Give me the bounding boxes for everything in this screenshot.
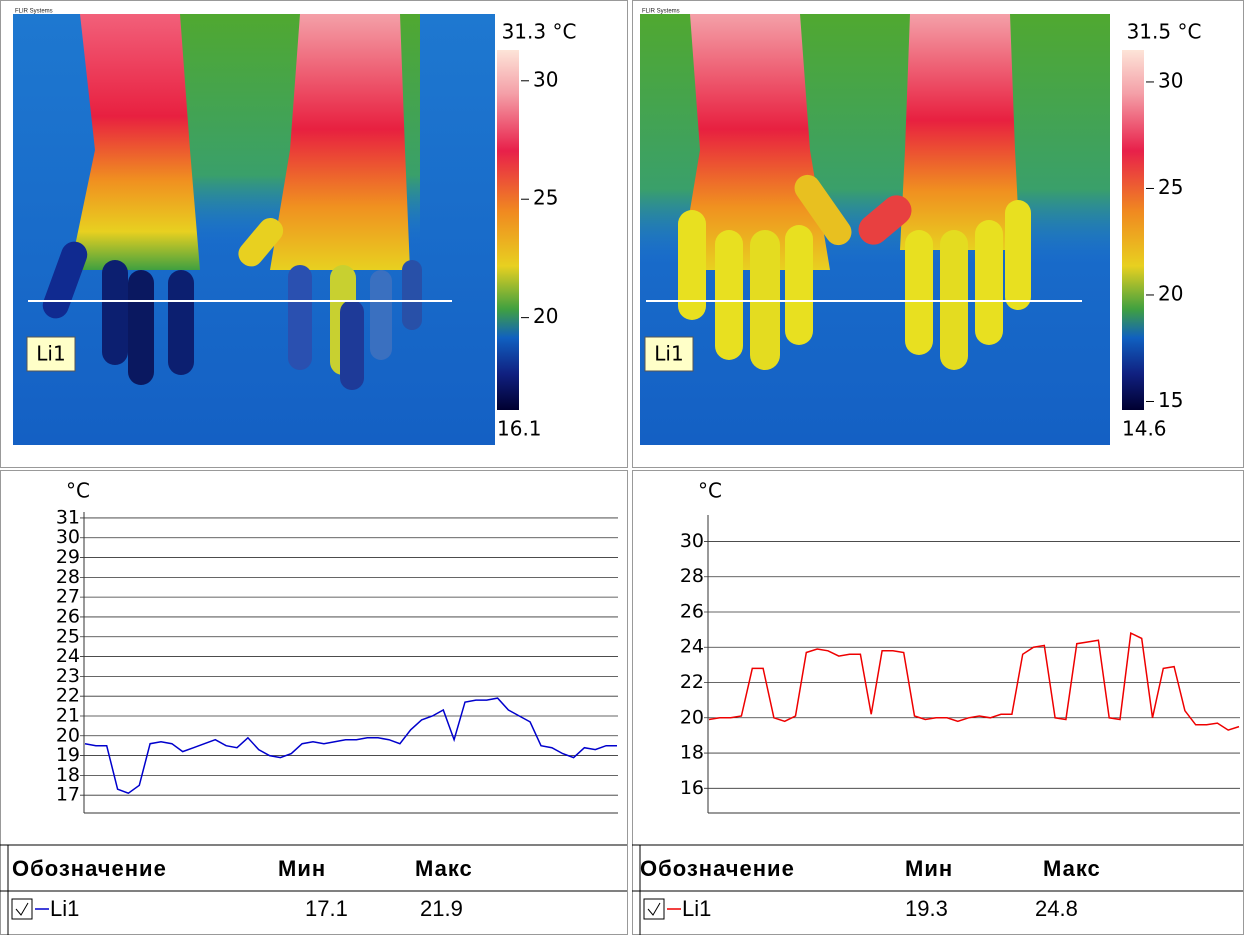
scale-min: 14.6	[1122, 417, 1167, 441]
y-tick-label: 19	[56, 744, 80, 766]
series-name: Li1	[50, 896, 79, 921]
y-tick-label: 20	[56, 724, 80, 746]
table-cell: 21.9	[420, 896, 463, 921]
table-header: Мин	[905, 856, 953, 881]
y-tick-label: 18	[680, 742, 704, 764]
scale-tick-label: 15	[1158, 388, 1183, 412]
y-tick-label: 24	[680, 636, 704, 658]
brand-label: FLIR Systems	[642, 9, 680, 15]
y-tick-label: 25	[56, 625, 80, 647]
y-tick-label: 18	[56, 764, 80, 786]
y-tick-label: 26	[56, 605, 80, 627]
y-tick-label: 17	[56, 784, 80, 806]
scale-tick-label: 20	[533, 304, 558, 328]
y-tick-label: 20	[680, 706, 704, 728]
line-label-box	[26, 336, 76, 372]
scale-tick-label: 20	[1158, 281, 1183, 305]
scale-max: 31.5 °C	[1127, 20, 1202, 44]
thermal-image-left	[13, 14, 495, 445]
check-mark	[15, 902, 29, 916]
scale-max: 31.3 °C	[502, 20, 577, 44]
table-header: Обозначение	[12, 856, 167, 881]
table-header: Макс	[1043, 856, 1101, 881]
y-axis-label: °C	[698, 479, 722, 503]
table-cell: 17.1	[305, 896, 348, 921]
scale-tick-label: 25	[1158, 175, 1183, 199]
table-header: Мин	[278, 856, 326, 881]
thermal-image-right	[640, 14, 1110, 445]
y-tick-label: 29	[56, 546, 80, 568]
table-header: Макс	[415, 856, 473, 881]
table-header: Обозначение	[640, 856, 795, 881]
y-tick-label: 30	[56, 526, 80, 548]
table-cell: 19.3	[905, 896, 948, 921]
color-scale	[497, 50, 519, 410]
y-tick-label: 24	[56, 645, 80, 667]
line-label-box	[644, 336, 694, 372]
y-tick-label: 27	[56, 586, 80, 608]
y-tick-label: 16	[680, 777, 704, 799]
y-axis-label: °C	[66, 479, 90, 503]
y-tick-label: 22	[680, 671, 704, 693]
color-scale	[1122, 50, 1144, 410]
scale-tick-label: 30	[533, 67, 558, 91]
y-tick-label: 23	[56, 665, 80, 687]
table-cell: 24.8	[1035, 896, 1078, 921]
y-tick-label: 31	[56, 506, 80, 528]
scale-min: 16.1	[497, 417, 542, 441]
scale-tick-label: 30	[1158, 68, 1183, 92]
series-name: Li1	[682, 896, 711, 921]
y-tick-label: 28	[680, 565, 704, 587]
line-label: Li1	[654, 342, 683, 366]
y-tick-label: 30	[680, 530, 704, 552]
brand-label: FLIR Systems	[15, 9, 53, 15]
y-tick-label: 22	[56, 685, 80, 707]
checkbox[interactable]	[11, 898, 33, 920]
check-mark	[647, 902, 661, 916]
checkbox[interactable]	[643, 898, 665, 920]
y-tick-label: 26	[680, 600, 704, 622]
line-label: Li1	[36, 342, 65, 366]
y-tick-label: 21	[56, 704, 80, 726]
scale-tick-label: 25	[533, 186, 558, 210]
y-tick-label: 28	[56, 566, 80, 588]
data-line	[708, 631, 1240, 731]
data-line	[84, 697, 617, 795]
